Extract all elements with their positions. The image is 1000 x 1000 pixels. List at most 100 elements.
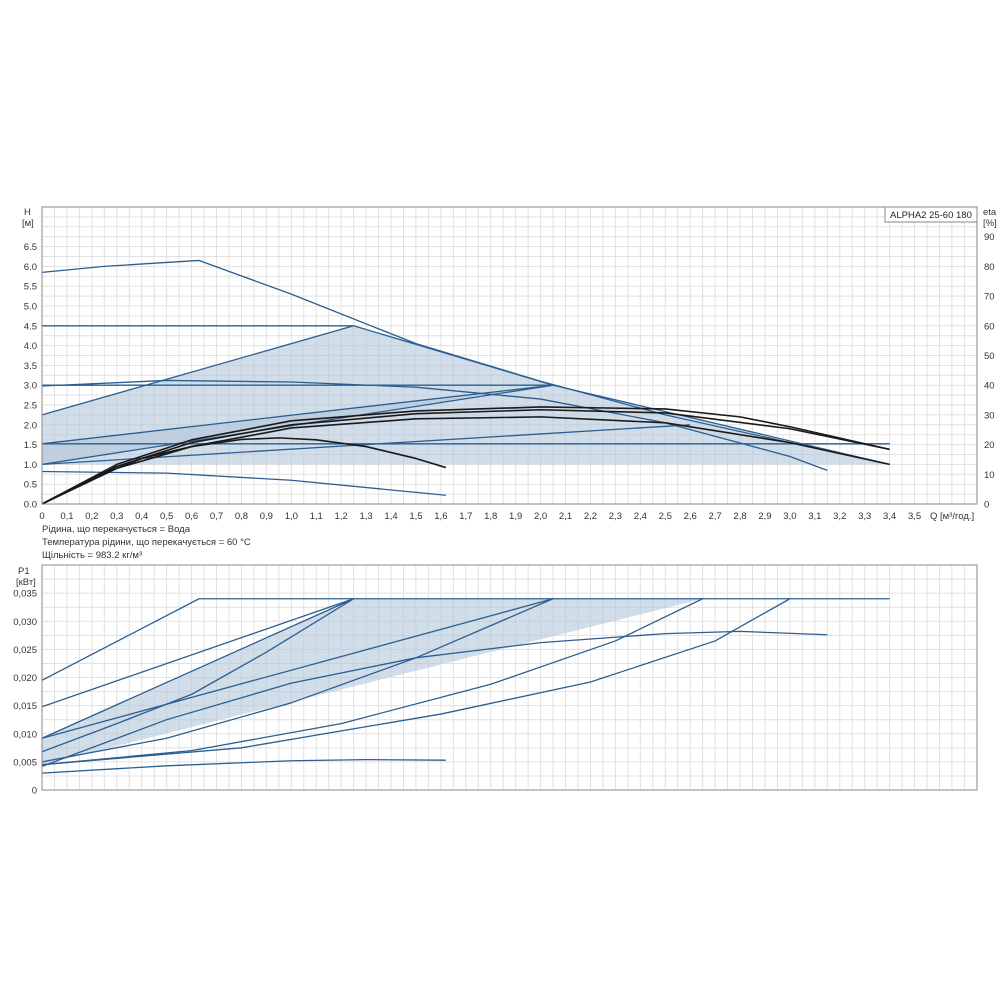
performance-curve [41, 598, 791, 766]
y-tick-label: 5.0 [24, 302, 37, 313]
x-tick-label: 2,9 [758, 511, 771, 522]
performance-curve [41, 598, 354, 708]
performance-curve [41, 259, 890, 466]
x-tick-label: 2,8 [733, 511, 746, 522]
head-x-ticks: 0 0,1 0,2 0,3 0,4 0,5 0,6 0,7 0,8 0,9 1,0 1,1 1,2 1,3… [39, 511, 921, 522]
x-tick-label: 0,3 [110, 511, 123, 522]
y-tick-label: 4.5 [24, 321, 37, 332]
performance-curve [41, 598, 354, 739]
y-tick-label: 0.0 [24, 500, 37, 511]
y-tick-label: 0,020 [13, 673, 37, 684]
eta-tick-label: 90 [984, 232, 995, 243]
head-eta-ticks: 0 10 20 30 40 50 60 70 80 90 [984, 232, 995, 510]
x-tick-label: 3,5 [908, 511, 921, 522]
x-tick-label: 1,2 [335, 511, 348, 522]
y-tick-label: 2.5 [24, 401, 37, 412]
x-tick-label: 2,0 [534, 511, 547, 522]
fluid-info: Рідина, що перекачується = Вода Температ… [42, 524, 251, 561]
performance-curve [41, 598, 554, 739]
y-tick-label: 5.5 [24, 282, 37, 293]
x-tick-label: 2,7 [709, 511, 722, 522]
x-tick-label: 0,4 [135, 511, 148, 522]
x-tick-label: 2,2 [584, 511, 597, 522]
power-plot-frame [41, 564, 978, 791]
x-tick-label: 1,6 [434, 511, 447, 522]
x-tick-label: 2,6 [684, 511, 697, 522]
performance-curve [41, 379, 828, 471]
y-tick-label: 0 [32, 786, 37, 797]
y-tick-label: 6.5 [24, 242, 37, 253]
eta-tick-label: 80 [984, 262, 995, 273]
eta-label-unit: [%] [983, 218, 997, 229]
performance-curve [41, 325, 354, 416]
x-tick-label: 2,3 [609, 511, 622, 522]
x-tick-label: 3,0 [783, 511, 796, 522]
eta-tick-label: 50 [984, 351, 995, 362]
fluid-info-line: Рідина, що перекачується = Вода [42, 524, 191, 535]
x-tick-label: 0,2 [85, 511, 98, 522]
x-tick-label: 2,5 [659, 511, 672, 522]
x-tick-label: 0 [39, 511, 44, 522]
y-tick-label: 0.5 [24, 480, 37, 491]
head-y-label-symbol: H [24, 207, 31, 218]
power-y-label-symbol: P1 [18, 566, 30, 577]
performance-curve [41, 598, 554, 763]
performance-curve [41, 630, 828, 767]
y-tick-label: 0,025 [13, 645, 37, 656]
x-tick-label: 0,9 [260, 511, 273, 522]
efficiency-curve [41, 406, 890, 505]
x-tick-label: 3,2 [833, 511, 846, 522]
x-tick-label: 1,1 [310, 511, 323, 522]
y-tick-label: 4.0 [24, 341, 37, 352]
power-y-ticks: 0 0,005 0,010 0,015 0,020 0,025 0,030 0,035 [13, 589, 37, 797]
head-plot-frame [41, 206, 978, 505]
x-tick-label: 3,3 [858, 511, 871, 522]
power-y-label-unit: [кВт] [16, 577, 36, 588]
x-tick-label: 0,6 [185, 511, 198, 522]
y-tick-label: 1.5 [24, 440, 37, 451]
performance-curve [41, 598, 200, 681]
x-tick-label: 1,9 [509, 511, 522, 522]
performance-curve [41, 598, 703, 766]
fluid-info-line: Температура рідини, що перекачується = 6… [42, 537, 251, 548]
eta-tick-label: 40 [984, 381, 995, 392]
head-curves [41, 259, 890, 505]
x-tick-label: 3,4 [883, 511, 896, 522]
x-tick-label: 0,8 [235, 511, 248, 522]
head-y-ticks: 0.0 0.5 1.0 1.5 2.0 2.5 3.0 3.5 4.0 4.5 5.0 5.5 6.0 6… [24, 242, 37, 510]
performance-curve [41, 424, 691, 466]
y-tick-label: 3.5 [24, 361, 37, 372]
x-tick-label: 1,8 [484, 511, 497, 522]
head-y-label-unit: [м] [22, 218, 34, 229]
efficiency-curve [41, 408, 890, 505]
x-tick-label: 1,4 [384, 511, 397, 522]
performance-curve [41, 598, 354, 753]
y-tick-label: 6.0 [24, 262, 37, 273]
performance-curve [552, 384, 890, 466]
x-tick-label: 1,3 [359, 511, 372, 522]
x-tick-label: 1,0 [285, 511, 298, 522]
y-tick-label: 2.0 [24, 420, 37, 431]
y-tick-label: 0,010 [13, 729, 37, 740]
x-tick-label: 2,4 [634, 511, 647, 522]
eta-tick-label: 30 [984, 410, 995, 421]
x-tick-label: 2,1 [559, 511, 572, 522]
legend-label: ALPHA2 25-60 180 [890, 210, 972, 221]
performance-curve [41, 384, 554, 445]
performance-curve [353, 325, 554, 386]
eta-tick-label: 20 [984, 440, 995, 451]
eta-tick-label: 10 [984, 470, 995, 481]
performance-curve [41, 758, 446, 774]
y-tick-label: 0,035 [13, 589, 37, 600]
legend-box: ALPHA2 25-60 180 [884, 206, 978, 223]
eta-tick-label: 70 [984, 292, 995, 303]
x-tick-label: 1,5 [409, 511, 422, 522]
y-tick-label: 0,030 [13, 617, 37, 628]
x-tick-label: 0,1 [60, 511, 73, 522]
eta-label-symbol: eta [983, 207, 997, 218]
x-tick-label: 3,1 [808, 511, 821, 522]
x-tick-label: 0,5 [160, 511, 173, 522]
head-x-label: Q [м³/год.] [930, 511, 974, 522]
